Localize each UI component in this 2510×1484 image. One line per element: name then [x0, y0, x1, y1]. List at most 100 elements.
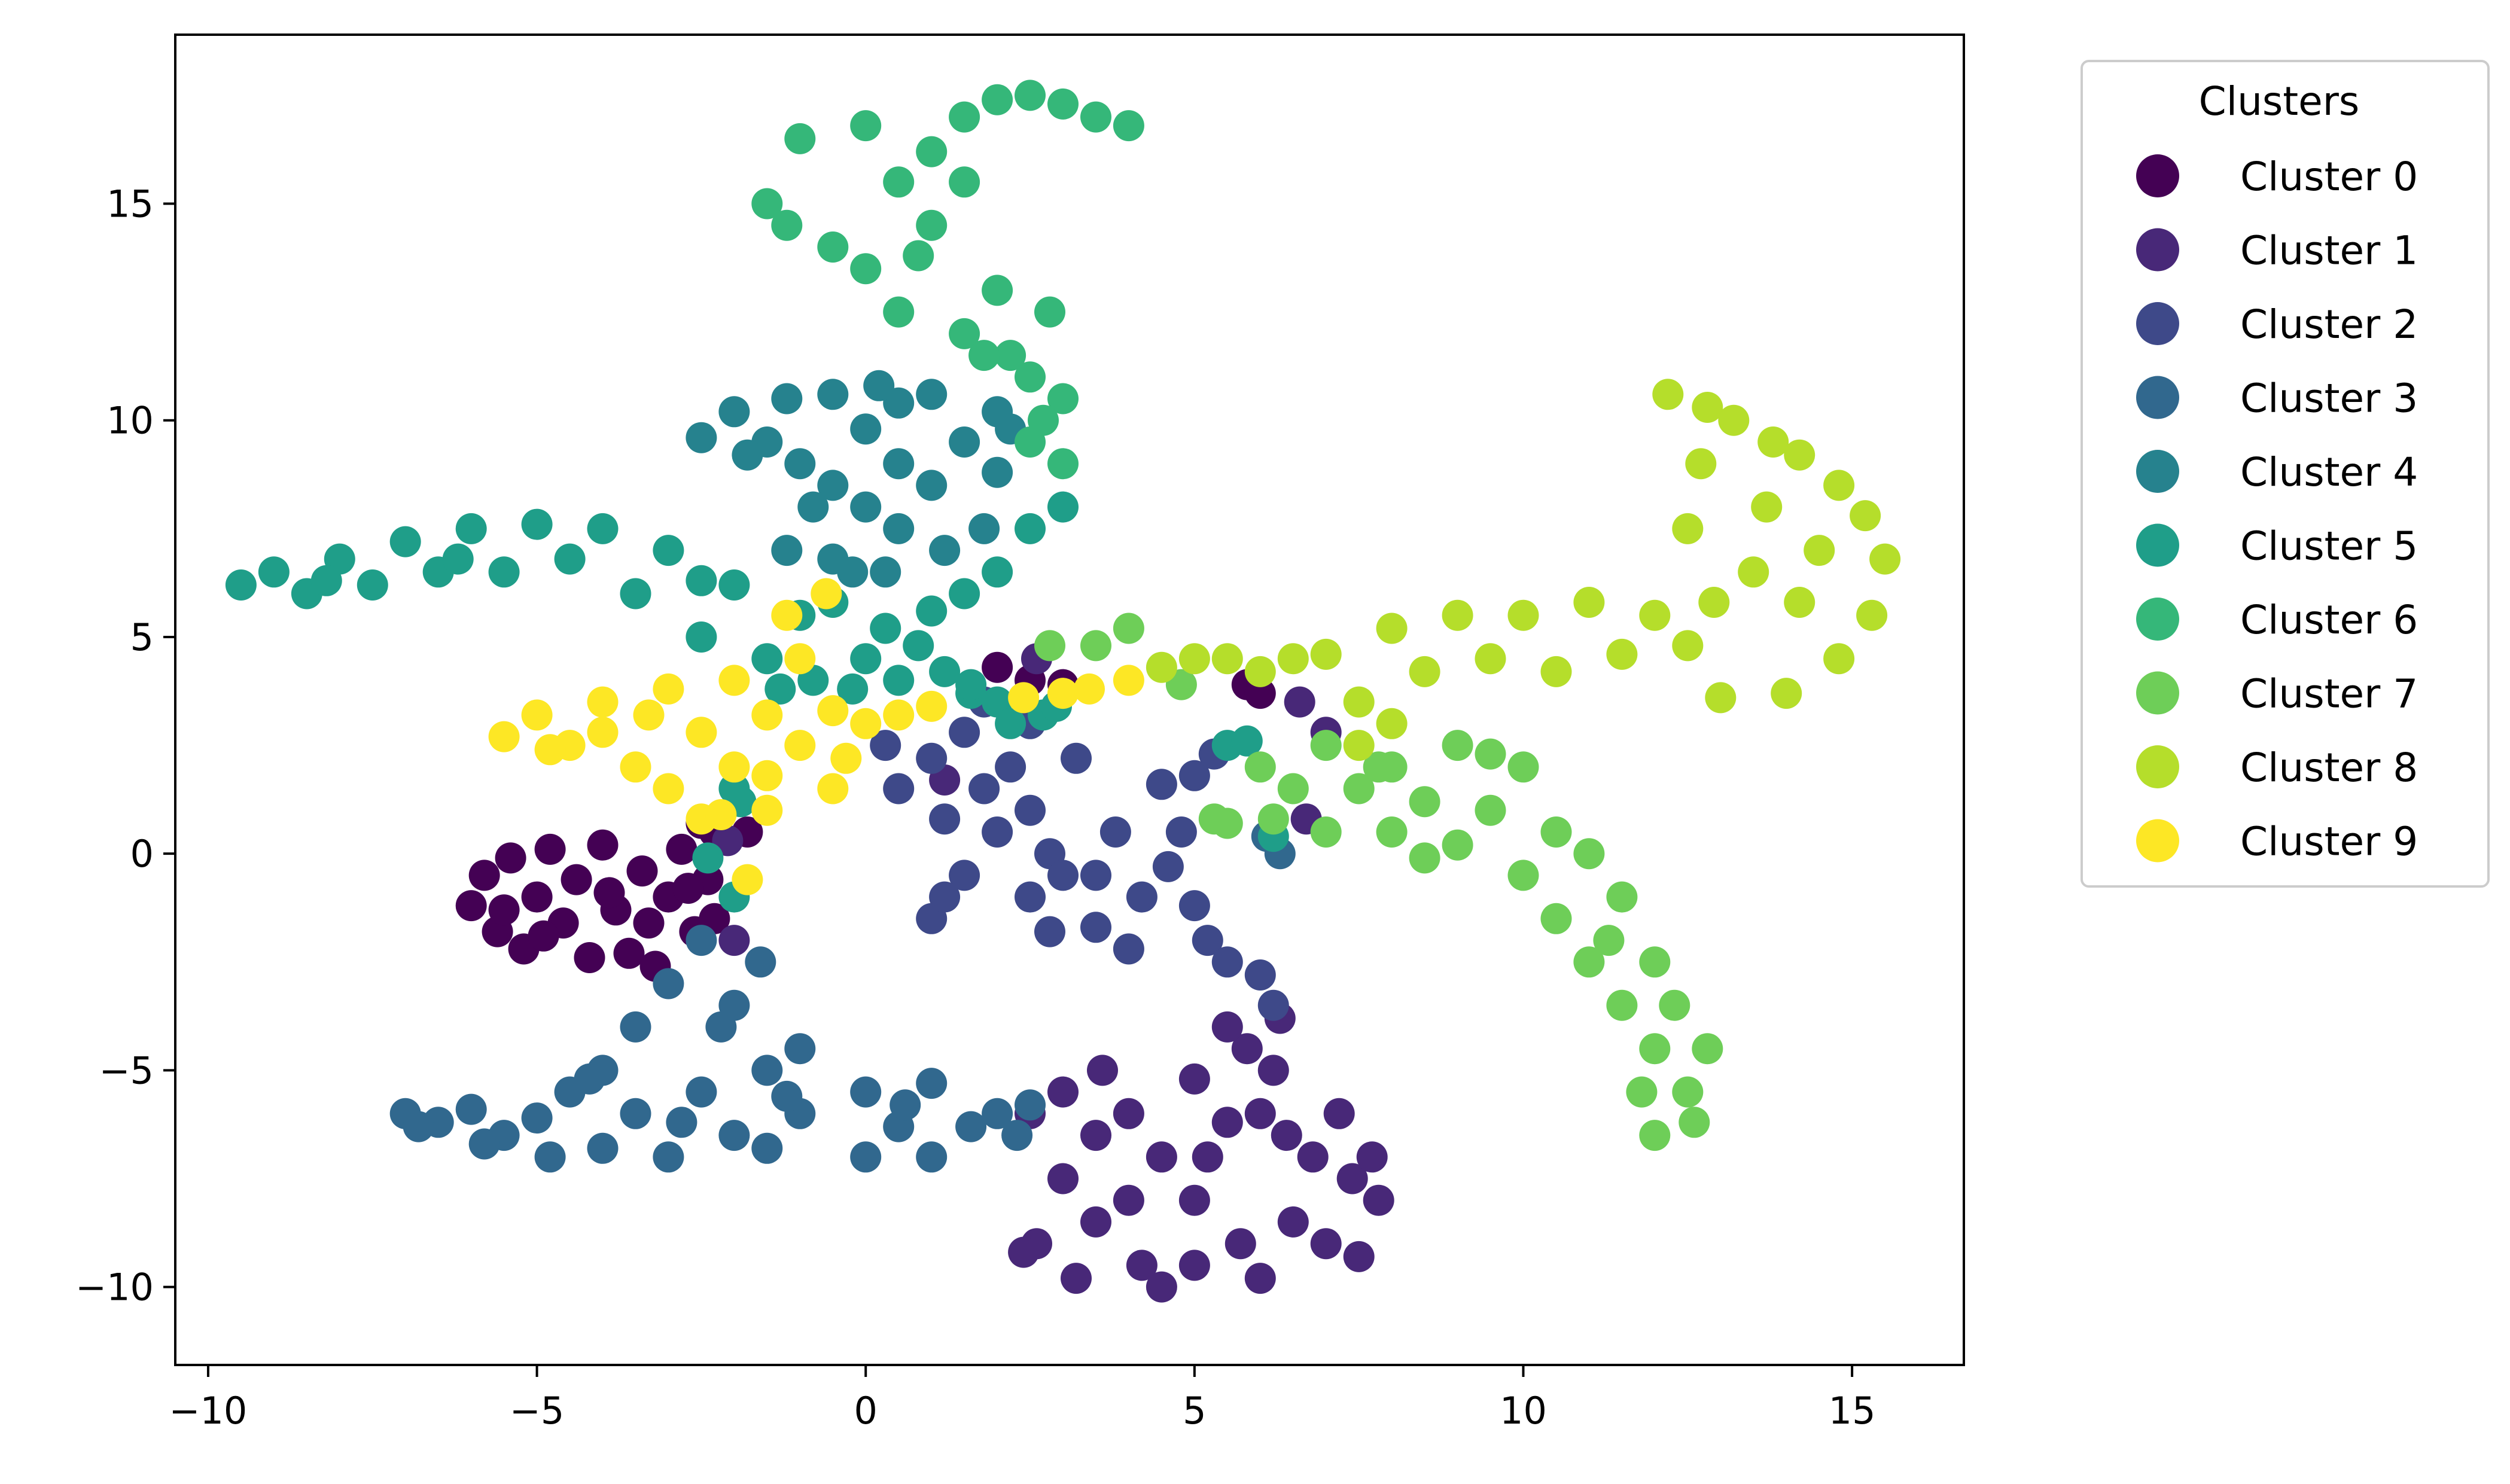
- cluster-5-point: [653, 535, 684, 566]
- cluster-4-point: [817, 470, 849, 501]
- legend-label-cluster-8: Cluster 8: [2240, 745, 2418, 791]
- cluster-2-point: [1192, 925, 1223, 956]
- cluster-8-point: [1540, 656, 1572, 687]
- y-tick-label: 10: [106, 399, 154, 443]
- cluster-7-point: [1376, 816, 1408, 848]
- cluster-7-point: [1080, 630, 1111, 662]
- cluster-6-point: [1015, 80, 1046, 111]
- cluster-6-point: [916, 136, 948, 167]
- cluster-2-point: [1080, 912, 1111, 943]
- cluster-8-point: [1442, 599, 1473, 631]
- cluster-6-point: [850, 110, 882, 142]
- cluster-1-point: [1178, 1250, 1210, 1281]
- cluster-7-point: [1442, 829, 1473, 861]
- cluster-8-point: [1784, 587, 1816, 618]
- legend-label-cluster-1: Cluster 1: [2240, 228, 2418, 274]
- cluster-2-point: [1165, 816, 1197, 848]
- cluster-7-point: [1672, 1076, 1704, 1108]
- x-tick-label: 15: [1829, 1389, 1876, 1433]
- cluster-5-point: [587, 513, 619, 544]
- cluster-7-point: [1639, 1120, 1671, 1151]
- cluster-3-point: [403, 1111, 434, 1142]
- cluster-8-point: [1606, 638, 1638, 670]
- cluster-3-point: [751, 1132, 783, 1164]
- cluster-0-point: [633, 907, 665, 939]
- cluster-0-point: [587, 829, 619, 861]
- cluster-7-point: [1507, 860, 1539, 891]
- cluster-1-point: [1297, 1141, 1329, 1173]
- cluster-8-point: [1685, 448, 1717, 480]
- cluster-0-point: [626, 855, 658, 887]
- cluster-6-point: [771, 209, 803, 241]
- cluster-3-point: [850, 1076, 882, 1108]
- cluster-1-point: [1087, 1055, 1118, 1086]
- cluster-6-point: [995, 340, 1026, 371]
- cluster-8-point: [1343, 730, 1375, 761]
- cluster-4-point: [870, 556, 901, 588]
- cluster-1-point: [1284, 686, 1315, 718]
- cluster-2-point: [929, 803, 961, 835]
- cluster-8-point: [1850, 500, 1881, 532]
- cluster-0-point: [468, 860, 500, 891]
- series-cluster-8: [1146, 379, 1901, 761]
- cluster-4-point: [863, 370, 895, 401]
- cluster-9-point: [817, 773, 849, 805]
- cluster-3-point: [620, 1011, 651, 1043]
- cluster-5-point: [692, 842, 724, 874]
- cluster-8-point: [1507, 599, 1539, 631]
- x-tick-label: −10: [169, 1389, 248, 1433]
- legend-label-cluster-7: Cluster 7: [2240, 671, 2418, 717]
- cluster-9-point: [686, 717, 717, 748]
- cluster-7-point: [1639, 946, 1671, 978]
- cluster-1-point: [1343, 1241, 1375, 1272]
- legend-marker-cluster-0: [2136, 154, 2179, 197]
- cluster-4-point: [817, 379, 849, 410]
- cluster-5-point: [1231, 725, 1263, 757]
- cluster-0-point: [666, 833, 697, 865]
- cluster-1-point: [1008, 1236, 1040, 1268]
- cluster-1-point: [1310, 1228, 1342, 1260]
- cluster-8-point: [1277, 643, 1309, 675]
- cluster-3-point: [587, 1132, 619, 1164]
- cluster-3-point: [1015, 1089, 1046, 1121]
- cluster-3-point: [534, 1141, 566, 1173]
- cluster-8-point: [1823, 643, 1855, 675]
- cluster-9-point: [705, 799, 737, 830]
- cluster-9-point: [751, 794, 783, 826]
- cluster-3-point: [916, 1141, 948, 1173]
- cluster-7-point: [1540, 903, 1572, 934]
- cluster-8-point: [1343, 686, 1375, 718]
- cluster-8-point: [1146, 651, 1177, 683]
- cluster-3-point: [1001, 1120, 1033, 1151]
- cluster-4-point: [732, 439, 763, 471]
- cluster-3-point: [850, 1141, 882, 1173]
- cluster-8-point: [1310, 638, 1342, 670]
- cluster-4-point: [718, 396, 750, 428]
- cluster-5-point: [955, 669, 987, 700]
- cluster-1-point: [1080, 1120, 1111, 1151]
- cluster-4-point: [916, 379, 948, 410]
- cluster-6-point: [883, 296, 915, 328]
- cluster-3-point: [653, 968, 684, 1000]
- cluster-5-point: [521, 508, 553, 540]
- cluster-7-point: [1573, 946, 1605, 978]
- legend-marker-cluster-1: [2136, 228, 2179, 272]
- cluster-1-point: [1192, 1141, 1223, 1173]
- x-tick-label: −5: [510, 1389, 564, 1433]
- cluster-6-point: [1113, 110, 1144, 142]
- cluster-5-point: [903, 630, 934, 662]
- cluster-0-point: [488, 894, 520, 926]
- cluster-9-point: [817, 695, 849, 727]
- cluster-5-point: [751, 643, 783, 675]
- cluster-8-point: [1823, 470, 1855, 501]
- cluster-4-point: [686, 422, 717, 453]
- cluster-2-point: [916, 742, 948, 774]
- cluster-0-point: [495, 842, 526, 874]
- cluster-0-point: [613, 937, 645, 969]
- cluster-7-point: [1639, 1033, 1671, 1065]
- cluster-2-point: [1034, 916, 1065, 947]
- cluster-6-point: [1080, 101, 1111, 133]
- cluster-2-point: [1257, 989, 1289, 1021]
